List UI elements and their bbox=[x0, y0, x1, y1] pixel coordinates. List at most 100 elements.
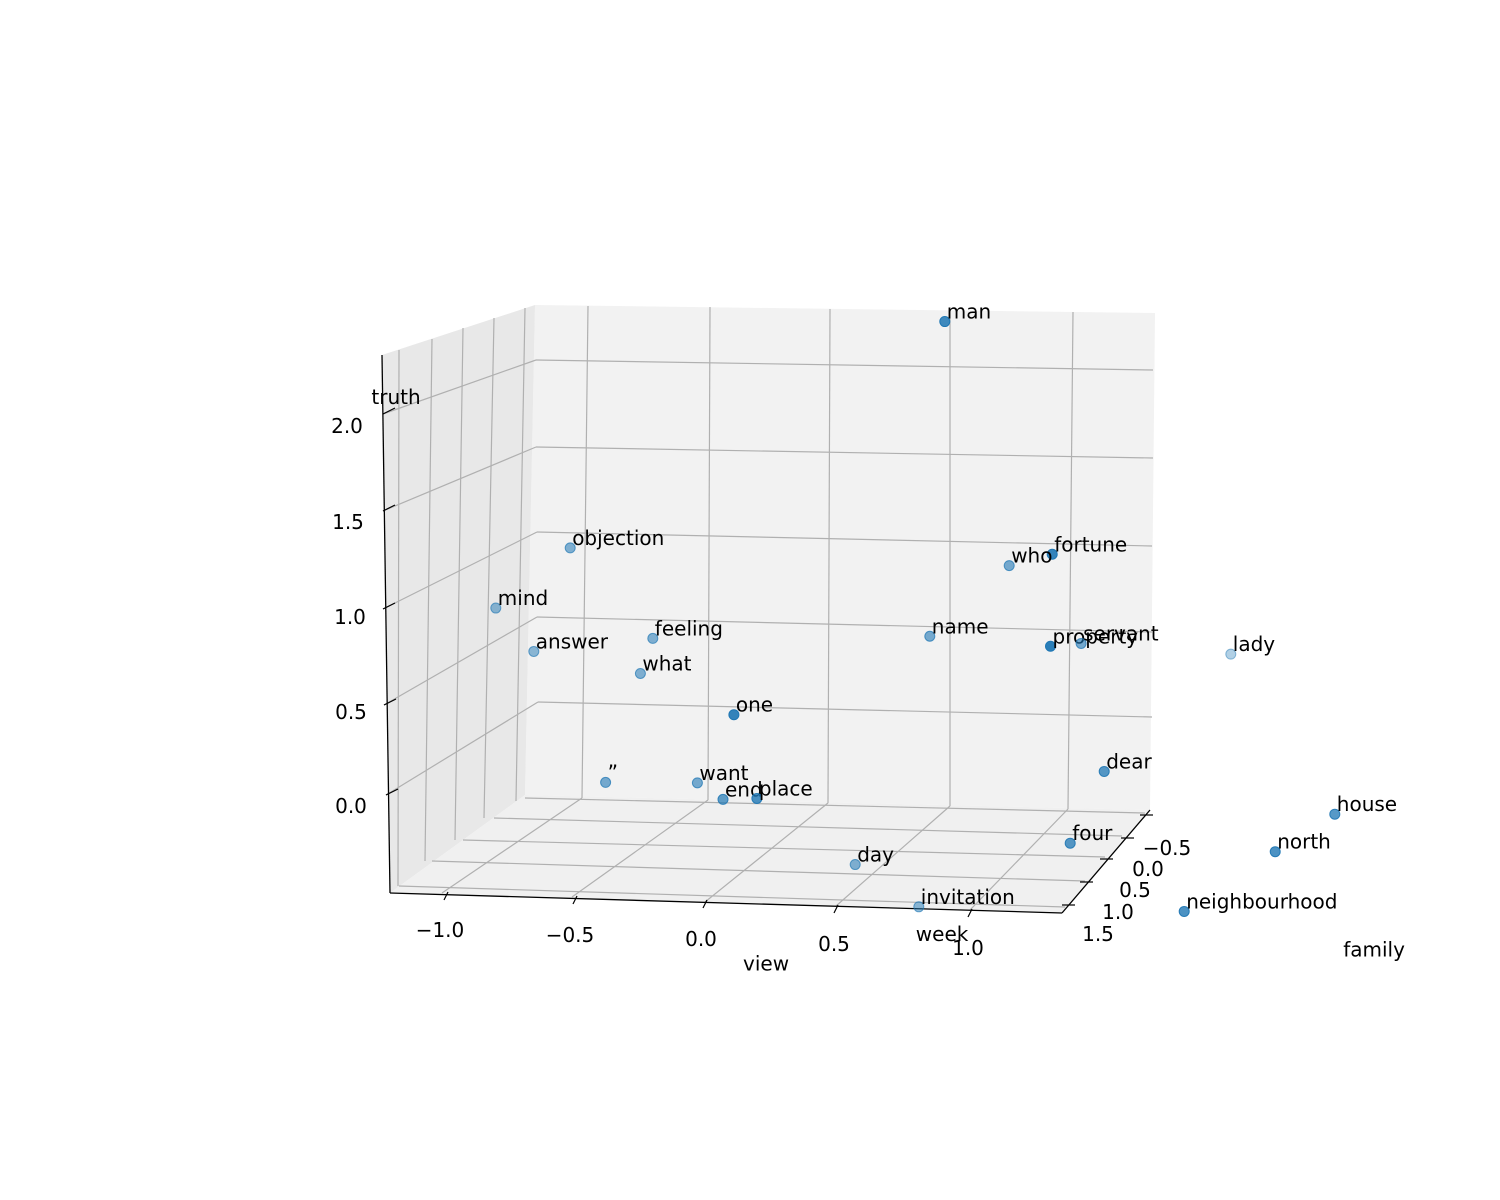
data-point-group: week bbox=[916, 922, 969, 946]
data-point-group: what bbox=[634, 652, 692, 679]
pane-back bbox=[525, 305, 1155, 810]
x-tick-mark bbox=[833, 904, 839, 914]
data-point-group: four bbox=[1064, 821, 1113, 849]
x-tick-mark bbox=[967, 908, 973, 918]
grid-back-z-05 bbox=[536, 616, 1153, 633]
grid-left-y-1 bbox=[424, 338, 433, 862]
data-point-label: feeling bbox=[655, 616, 723, 640]
data-point bbox=[528, 645, 540, 657]
data-point bbox=[1329, 808, 1341, 820]
data-point-group: day bbox=[849, 843, 894, 871]
grid-back-x-1 bbox=[1067, 311, 1074, 810]
pane-floor bbox=[390, 795, 1150, 913]
data-point-group: neighbourhood bbox=[1178, 889, 1337, 917]
data-point-group: fortune bbox=[1046, 532, 1127, 560]
data-point-group: man bbox=[939, 300, 991, 328]
grid-floor-x-05 bbox=[835, 805, 951, 907]
data-point-label: want bbox=[699, 761, 748, 785]
z-tick-label: 0.5 bbox=[335, 700, 367, 724]
data-point-group: house bbox=[1329, 792, 1397, 820]
data-point-label: place bbox=[759, 776, 813, 800]
data-point-group: want bbox=[691, 761, 749, 789]
x-tick-mark bbox=[443, 891, 449, 901]
axis-lines bbox=[381, 354, 1151, 914]
data-point bbox=[1269, 846, 1281, 858]
grid-floor-y-0 bbox=[493, 817, 1123, 837]
grid-back-z-1 bbox=[536, 531, 1153, 547]
data-point bbox=[728, 709, 740, 721]
data-point-group: place bbox=[751, 776, 813, 804]
data-points: man truth objection feeling mind answer what fo… bbox=[371, 300, 1405, 976]
data-point-label: neighbourhood bbox=[1186, 889, 1337, 913]
grid-back-z-2 bbox=[535, 359, 1154, 371]
grid-floor-x-1 bbox=[969, 808, 1069, 911]
data-point-group: who bbox=[1003, 544, 1052, 572]
data-point bbox=[647, 632, 659, 644]
grid-floor-y-1 bbox=[431, 860, 1086, 882]
data-point-label: four bbox=[1072, 821, 1113, 845]
data-point bbox=[1098, 765, 1110, 777]
grid-back-x-m1 bbox=[581, 305, 589, 799]
grid-floor-x-0 bbox=[704, 802, 829, 903]
axis-panes bbox=[382, 305, 1155, 913]
data-point-group: lady bbox=[1225, 632, 1276, 660]
data-point bbox=[1064, 837, 1076, 849]
data-point-label: truth bbox=[371, 385, 420, 409]
data-point-label: property bbox=[1053, 624, 1139, 648]
data-point-group: invitation bbox=[913, 885, 1015, 913]
grid-left-z-1 bbox=[382, 531, 538, 610]
data-point bbox=[1178, 905, 1190, 917]
data-point-label: family bbox=[1343, 938, 1405, 962]
data-point-label: dear bbox=[1106, 749, 1152, 773]
data-point bbox=[939, 316, 951, 328]
z-tick-label: 1.0 bbox=[334, 605, 366, 629]
z-tick-mark bbox=[382, 602, 396, 610]
grid-left-y-05 bbox=[454, 327, 464, 841]
x-tick-label: 1.0 bbox=[952, 936, 984, 960]
data-point-label: objection bbox=[572, 526, 664, 550]
grid-left-z-15 bbox=[382, 446, 537, 512]
data-point-label: lady bbox=[1233, 632, 1276, 656]
data-point bbox=[1225, 648, 1237, 660]
grid-left-y-m05 bbox=[515, 307, 526, 802]
data-point-label: answer bbox=[536, 629, 609, 653]
data-point-group: mind bbox=[490, 586, 548, 614]
grid-back-x-0 bbox=[827, 308, 831, 804]
data-point-label: one bbox=[736, 693, 773, 717]
z-tick-mark bbox=[382, 407, 396, 415]
data-point bbox=[1075, 637, 1087, 649]
data-point-label: mind bbox=[498, 586, 548, 610]
data-point-group: objection bbox=[564, 526, 664, 554]
data-point bbox=[1003, 560, 1015, 572]
z-tick-mark bbox=[385, 788, 399, 796]
data-point-label: who bbox=[1011, 544, 1052, 568]
grid-left-z-05 bbox=[383, 616, 538, 706]
x-tick-mark bbox=[572, 895, 578, 905]
data-point bbox=[691, 777, 703, 789]
axis-ticks: −1.0 −0.5 0.0 0.5 1.0−0.50.00.51.01.50.00.51… bbox=[331, 407, 1191, 960]
data-point bbox=[913, 901, 925, 913]
grid-left-z-0 bbox=[385, 701, 539, 796]
data-point-group: feeling bbox=[647, 616, 723, 644]
data-point-group: truth bbox=[371, 385, 420, 409]
data-point-group: ” bbox=[600, 760, 618, 788]
z-tick-label: 2.0 bbox=[331, 414, 363, 438]
x-tick-label: 0.0 bbox=[685, 927, 717, 951]
data-point bbox=[564, 542, 576, 554]
data-point-group: dear bbox=[1098, 749, 1152, 777]
data-point bbox=[600, 776, 612, 788]
data-point-label: man bbox=[947, 300, 991, 324]
data-point-group: family bbox=[1343, 938, 1405, 962]
grid-lines bbox=[382, 305, 1154, 911]
grid-floor-x-m1 bbox=[441, 797, 583, 894]
z-tick-mark bbox=[382, 504, 396, 512]
data-point bbox=[751, 792, 763, 804]
data-point-group: view bbox=[743, 951, 789, 975]
grid-floor-y-05 bbox=[462, 839, 1106, 858]
data-point-group: answer bbox=[528, 629, 609, 657]
y-tick-label: 1.0 bbox=[1102, 900, 1134, 924]
grid-floor-y-m05 bbox=[524, 797, 1146, 814]
data-point-group: name bbox=[924, 614, 989, 642]
